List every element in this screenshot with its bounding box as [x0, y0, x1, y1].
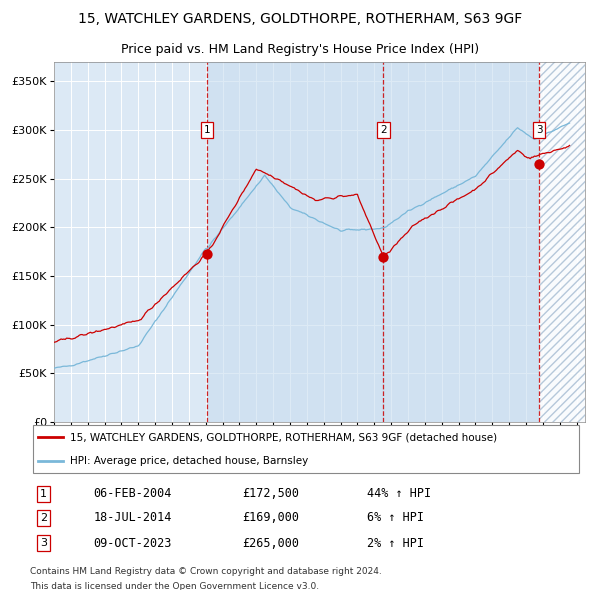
Text: 06-FEB-2004: 06-FEB-2004	[94, 487, 172, 500]
Point	[534, 159, 544, 169]
Text: 2: 2	[380, 125, 387, 135]
Text: 15, WATCHLEY GARDENS, GOLDTHORPE, ROTHERHAM, S63 9GF: 15, WATCHLEY GARDENS, GOLDTHORPE, ROTHER…	[78, 12, 522, 27]
Text: 3: 3	[536, 125, 542, 135]
Text: £169,000: £169,000	[242, 511, 299, 525]
Text: 09-OCT-2023: 09-OCT-2023	[94, 537, 172, 550]
Text: Contains HM Land Registry data © Crown copyright and database right 2024.: Contains HM Land Registry data © Crown c…	[30, 568, 382, 576]
Text: Price paid vs. HM Land Registry's House Price Index (HPI): Price paid vs. HM Land Registry's House …	[121, 44, 479, 57]
Text: HPI: Average price, detached house, Barnsley: HPI: Average price, detached house, Barn…	[70, 456, 308, 466]
Text: 2% ↑ HPI: 2% ↑ HPI	[367, 537, 424, 550]
Text: 15, WATCHLEY GARDENS, GOLDTHORPE, ROTHERHAM, S63 9GF (detached house): 15, WATCHLEY GARDENS, GOLDTHORPE, ROTHER…	[70, 432, 497, 442]
Bar	[207, 62, 383, 422]
Point	[202, 250, 212, 259]
Text: £172,500: £172,500	[242, 487, 299, 500]
Text: 3: 3	[40, 538, 47, 548]
Text: 44% ↑ HPI: 44% ↑ HPI	[367, 487, 431, 500]
FancyBboxPatch shape	[33, 425, 579, 473]
Text: 2: 2	[40, 513, 47, 523]
Text: This data is licensed under the Open Government Licence v3.0.: This data is licensed under the Open Gov…	[30, 582, 319, 590]
Text: 1: 1	[40, 489, 47, 499]
Bar	[383, 62, 539, 422]
Text: £265,000: £265,000	[242, 537, 299, 550]
Text: 6% ↑ HPI: 6% ↑ HPI	[367, 511, 424, 525]
Text: 1: 1	[204, 125, 211, 135]
Point	[379, 253, 388, 262]
Text: 18-JUL-2014: 18-JUL-2014	[94, 511, 172, 525]
Bar	[539, 62, 585, 422]
